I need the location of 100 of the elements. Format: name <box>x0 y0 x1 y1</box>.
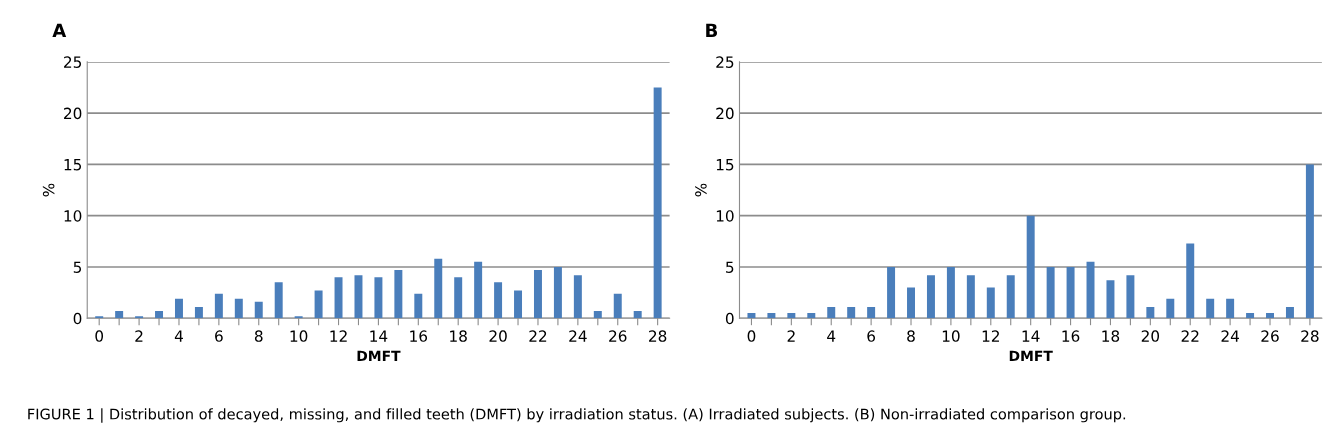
bar <box>1246 313 1255 319</box>
bar <box>115 311 124 319</box>
bar <box>867 306 876 319</box>
y-tick-label: 10 <box>716 210 734 222</box>
bar <box>474 261 483 319</box>
bar <box>1126 275 1135 319</box>
bar <box>374 277 383 319</box>
x-tick-label: 12 <box>330 330 347 342</box>
bar <box>494 282 503 319</box>
bar <box>907 287 915 319</box>
bar <box>593 311 602 319</box>
x-tick-label: 10 <box>290 330 308 342</box>
bar <box>747 313 756 319</box>
y-tick-label: 25 <box>64 56 82 68</box>
bar <box>214 293 223 319</box>
bar <box>533 270 542 319</box>
bar <box>986 287 995 319</box>
bar <box>1086 261 1095 319</box>
bar <box>414 293 423 319</box>
y-tick-label: 0 <box>725 312 734 325</box>
bar <box>966 275 975 319</box>
bar <box>633 311 642 319</box>
bar <box>827 306 836 319</box>
bar <box>847 306 856 319</box>
bar <box>767 313 776 319</box>
chart-title: B <box>706 23 718 37</box>
x-tick-label: 6 <box>215 330 223 342</box>
bar <box>434 258 443 319</box>
bar <box>314 290 323 319</box>
y-axis-title: % <box>695 183 707 197</box>
x-tick-label: 18 <box>1102 330 1120 342</box>
x-tick-label: 2 <box>787 330 795 342</box>
y-tick-label: 5 <box>726 261 734 273</box>
bar <box>1305 164 1314 319</box>
x-tick-label: 26 <box>609 330 627 342</box>
bar <box>514 290 523 319</box>
bar <box>1046 266 1055 319</box>
bar <box>1166 298 1175 319</box>
x-tick-label: 22 <box>1181 330 1199 342</box>
x-axis-title: DMFT <box>1009 350 1053 361</box>
x-tick-label: 16 <box>410 330 428 342</box>
x-tick-label: 14 <box>370 330 388 342</box>
y-tick-label: 0 <box>73 312 82 325</box>
bar <box>394 270 403 319</box>
bar <box>1206 298 1215 319</box>
bar <box>1146 306 1155 319</box>
y-tick-label: 5 <box>73 261 82 273</box>
x-tick-label: 8 <box>254 330 263 342</box>
x-tick-label: 0 <box>95 330 104 342</box>
bar <box>653 87 662 319</box>
x-tick-label: 28 <box>649 330 667 342</box>
x-tick-label: 26 <box>1261 330 1279 342</box>
x-tick-label: 28 <box>1301 330 1319 342</box>
bar <box>354 275 363 319</box>
x-tick-label: 14 <box>1022 330 1040 342</box>
bar <box>926 275 935 319</box>
y-tick-label: 15 <box>716 159 734 171</box>
bar <box>234 298 243 319</box>
x-tick-label: 12 <box>982 330 999 342</box>
bar <box>1226 298 1235 319</box>
bar <box>194 306 203 319</box>
x-tick-label: 4 <box>827 330 836 342</box>
bar <box>274 282 283 319</box>
bar <box>1006 275 1015 319</box>
bar <box>334 277 343 319</box>
bar <box>1285 306 1294 319</box>
bar <box>1026 215 1035 319</box>
bar <box>1186 243 1195 319</box>
bar <box>787 313 796 319</box>
bar <box>807 313 816 319</box>
x-tick-label: 0 <box>747 330 756 342</box>
bar <box>887 266 896 319</box>
bar <box>613 293 622 319</box>
x-tick-label: 22 <box>529 330 547 342</box>
bar <box>553 266 562 319</box>
x-tick-label: 16 <box>1062 330 1080 342</box>
y-tick-label: 25 <box>716 56 734 68</box>
bar <box>294 316 303 319</box>
x-tick-label: 18 <box>450 330 467 342</box>
bar <box>1066 266 1075 319</box>
x-tick-label: 24 <box>1221 330 1239 342</box>
y-tick-label: 20 <box>64 107 82 120</box>
x-tick-label: 24 <box>569 330 587 342</box>
y-axis-title: % <box>42 183 55 197</box>
bar <box>1266 313 1274 319</box>
x-tick-label: 6 <box>867 330 876 342</box>
x-tick-label: 8 <box>907 330 915 342</box>
x-tick-label: 4 <box>174 330 183 342</box>
x-tick-label: 20 <box>489 330 507 342</box>
bar <box>155 311 164 319</box>
y-tick-label: 20 <box>716 107 734 120</box>
chart-title: A <box>52 23 67 37</box>
x-tick-label: 2 <box>135 330 143 342</box>
bar <box>95 316 104 319</box>
bar <box>454 277 463 319</box>
y-tick-label: 10 <box>64 210 82 222</box>
y-tick-label: 15 <box>64 159 82 171</box>
x-tick-label: 20 <box>1141 330 1160 342</box>
bar <box>254 301 263 319</box>
x-axis-title: DMFT <box>357 350 401 361</box>
